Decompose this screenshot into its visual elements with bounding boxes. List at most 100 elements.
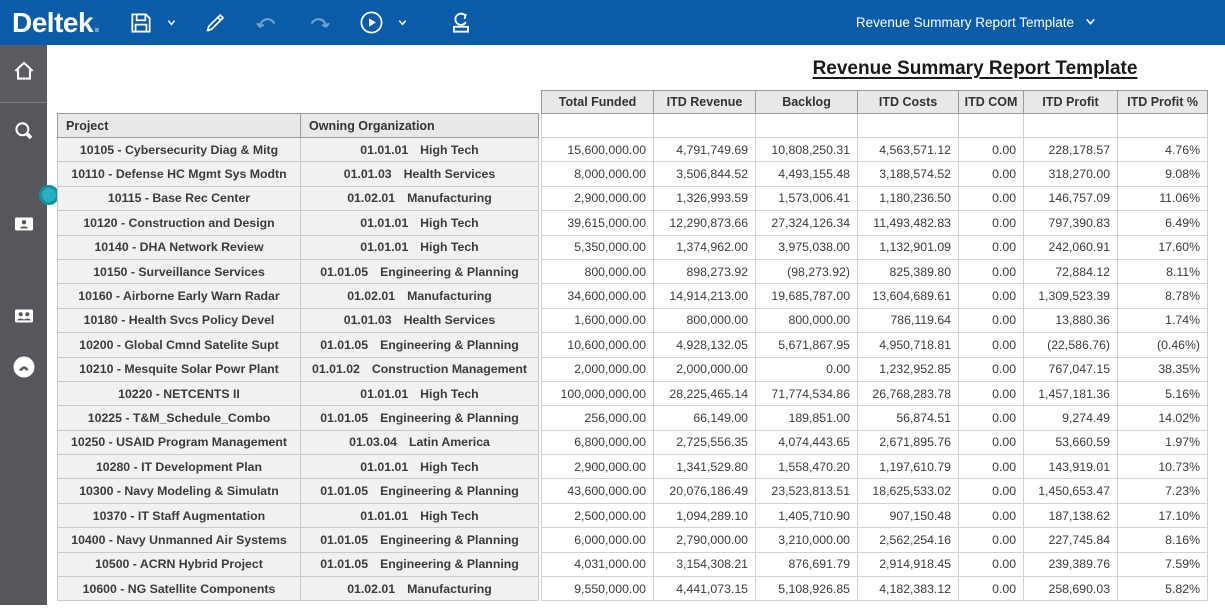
redo-button[interactable] <box>300 0 338 45</box>
project-cell: 10150 - Surveillance Services <box>57 258 301 285</box>
table-row[interactable]: 10600 - NG Satellite Components 01.02.01… <box>57 576 1209 602</box>
itd-com-cell: 0.00 <box>958 527 1025 553</box>
project-cell: 10115 - Base Rec Center <box>57 185 301 212</box>
total-funded-cell: 6,000,000.00 <box>541 527 655 553</box>
column-header-itd-costs: ITD Costs <box>857 90 960 114</box>
table-row[interactable]: 10120 - Construction and Design 01.01.01… <box>57 210 1209 236</box>
itd-profit-pct-cell: 10.73% <box>1117 454 1209 480</box>
backlog-cell: 800,000.00 <box>755 307 859 334</box>
itd-costs-cell: 26,768,283.78 <box>857 380 960 407</box>
table-row[interactable]: 10180 - Health Svcs Policy Devel 01.01.0… <box>57 307 1209 334</box>
total-funded-cell: 39,615,000.00 <box>541 210 655 236</box>
itd-revenue-cell: 14,914,213.00 <box>653 283 757 309</box>
edit-button[interactable] <box>197 0 234 45</box>
project-cell: 10500 - ACRN Hybrid Project <box>57 551 301 578</box>
project-cell: 10225 - T&M_Schedule_Combo <box>57 405 301 431</box>
itd-com-cell: 0.00 <box>958 185 1025 212</box>
nav-team-button[interactable] <box>0 295 47 342</box>
itd-profit-pct-cell: 17.10% <box>1117 502 1209 529</box>
itd-profit-pct-cell: 8.11% <box>1117 258 1209 285</box>
table-row[interactable]: 10200 - Global Cmnd Satelite Supt 01.01.… <box>57 332 1209 358</box>
itd-revenue-cell: 12,290,873.66 <box>653 210 757 236</box>
itd-costs-cell: 786,119.64 <box>857 307 960 334</box>
nav-home-button[interactable] <box>0 45 47 103</box>
run-button[interactable] <box>352 0 391 45</box>
itd-revenue-cell: 20,076,186.49 <box>653 478 757 504</box>
itd-profit-cell: (22,586.76) <box>1023 332 1119 358</box>
toolbar-actions <box>122 0 480 45</box>
column-header-total-funded: Total Funded <box>541 90 655 114</box>
itd-com-cell: 0.00 <box>958 551 1025 578</box>
total-funded-cell: 10,600,000.00 <box>541 332 655 358</box>
itd-revenue-cell: 1,326,993.59 <box>653 185 757 212</box>
total-funded-cell: 800,000.00 <box>541 258 655 285</box>
itd-costs-cell: 2,914,918.45 <box>857 551 960 578</box>
table-row[interactable]: 10210 - Mesquite Solar Powr Plant 01.01.… <box>57 356 1209 382</box>
itd-profit-pct-cell: 14.02% <box>1117 405 1209 431</box>
itd-costs-cell: 4,182,383.12 <box>857 576 960 602</box>
save-icon <box>128 10 154 36</box>
column-header-itd-revenue: ITD Revenue <box>653 90 757 114</box>
table-row[interactable]: 10500 - ACRN Hybrid Project 01.01.05 Eng… <box>57 551 1209 578</box>
backlog-cell: 1,558,470.20 <box>755 454 859 480</box>
total-funded-cell: 1,600,000.00 <box>541 307 655 334</box>
itd-profit-cell: 1,457,181.36 <box>1023 380 1119 407</box>
report-title: Revenue Summary Report Template <box>812 58 1138 79</box>
panel-drag-handle[interactable] <box>39 185 59 205</box>
undo-button[interactable] <box>248 0 286 45</box>
itd-costs-cell: 1,180,236.50 <box>857 185 960 212</box>
run-dropdown-button[interactable] <box>391 0 414 45</box>
report-template-selector[interactable]: Revenue Summary Report Template <box>856 15 1097 31</box>
table-row[interactable]: 10250 - USAID Program Management 01.03.0… <box>57 429 1209 456</box>
nav-search-button[interactable] <box>0 111 47 158</box>
selector-chevron-down-icon <box>1084 15 1097 31</box>
itd-profit-pct-cell: 7.59% <box>1117 551 1209 578</box>
save-dropdown-button[interactable] <box>160 0 183 45</box>
project-cell: 10120 - Construction and Design <box>57 210 301 236</box>
itd-profit-cell: 258,690.03 <box>1023 576 1119 602</box>
itd-profit-pct-cell: 1.74% <box>1117 307 1209 334</box>
backlog-cell: 4,074,443.65 <box>755 429 859 456</box>
table-row[interactable]: 10400 - Navy Unmanned Air Systems 01.01.… <box>57 527 1209 553</box>
refresh-output-button[interactable] <box>442 0 480 45</box>
owning-organization-cell: 01.01.01 High Tech <box>300 136 539 163</box>
itd-revenue-cell: 2,725,556.35 <box>653 429 757 456</box>
org-name: Manufacturing <box>407 581 492 596</box>
org-code: 01.01.05 <box>320 532 369 547</box>
table-row[interactable]: 10225 - T&M_Schedule_Combo 01.01.05 Engi… <box>57 405 1209 431</box>
project-cell: 10220 - NETCENTS II <box>57 380 301 407</box>
team-folder-icon <box>12 304 36 333</box>
owning-organization-cell: 01.01.05 Engineering & Planning <box>300 478 539 504</box>
itd-com-cell: 0.00 <box>958 307 1025 334</box>
backlog-cell: 23,523,813.51 <box>755 478 859 504</box>
table-row[interactable]: 10105 - Cybersecurity Diag & Mitg 01.01.… <box>57 136 1209 163</box>
itd-costs-cell: 4,950,718.81 <box>857 332 960 358</box>
backlog-cell: 27,324,126.34 <box>755 210 859 236</box>
nav-employee-button[interactable] <box>0 203 47 250</box>
backlog-cell: 3,210,000.00 <box>755 527 859 553</box>
itd-com-cell: 0.00 <box>958 332 1025 358</box>
table-row[interactable]: 10150 - Surveillance Services 01.01.05 E… <box>57 258 1209 285</box>
itd-com-cell: 0.00 <box>958 502 1025 529</box>
report-table-body: 10105 - Cybersecurity Diag & Mitg 01.01.… <box>57 136 1209 602</box>
save-button[interactable] <box>122 0 160 45</box>
table-row[interactable]: 10220 - NETCENTS II 01.01.01 High Tech 1… <box>57 380 1209 407</box>
table-row[interactable]: 10160 - Airborne Early Warn Radar 01.02.… <box>57 283 1209 309</box>
table-row[interactable]: 10140 - DHA Network Review 01.01.01 High… <box>57 234 1209 260</box>
itd-costs-cell: 2,562,254.16 <box>857 527 960 553</box>
itd-profit-cell: 9,274.49 <box>1023 405 1119 431</box>
table-row[interactable]: 10280 - IT Development Plan 01.01.01 Hig… <box>57 454 1209 480</box>
total-funded-cell: 6,800,000.00 <box>541 429 655 456</box>
backlog-cell: 5,108,926.85 <box>755 576 859 602</box>
itd-com-cell: 0.00 <box>958 454 1025 480</box>
itd-revenue-cell: 4,791,749.69 <box>653 136 757 163</box>
nav-history-button[interactable] <box>0 346 47 393</box>
table-row[interactable]: 10300 - Navy Modeling & Simulatn 01.01.0… <box>57 478 1209 504</box>
itd-costs-cell: 3,188,574.52 <box>857 161 960 187</box>
itd-revenue-cell: 800,000.00 <box>653 307 757 334</box>
owning-organization-cell: 01.01.01 High Tech <box>300 502 539 529</box>
table-row[interactable]: 10370 - IT Staff Augmentation 01.01.01 H… <box>57 502 1209 529</box>
table-row[interactable]: 10115 - Base Rec Center 01.02.01 Manufac… <box>57 185 1209 212</box>
org-name: Health Services <box>403 313 496 328</box>
table-row[interactable]: 10110 - Defense HC Mgmt Sys Modtn 01.01.… <box>57 161 1209 187</box>
